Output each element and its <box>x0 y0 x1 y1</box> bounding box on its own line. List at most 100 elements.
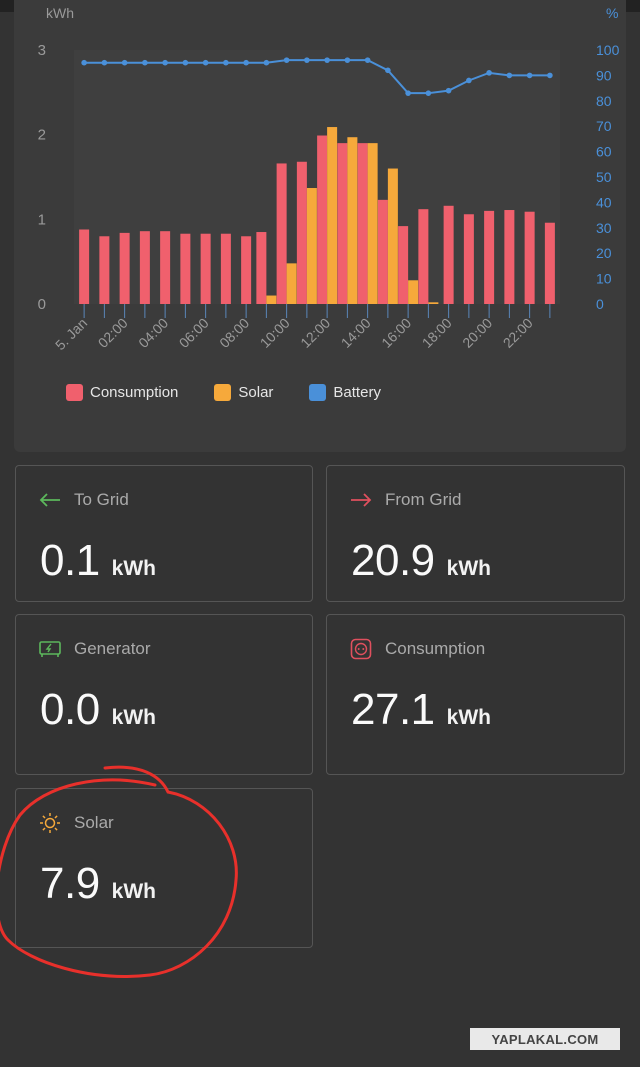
energy-chart-card: kWh% 0 1 2 3 0 10 20 30 40 50 60 70 80 90 100 5. Jan 02:0… <box>14 0 626 452</box>
right-tick-label: 20 <box>596 245 612 261</box>
consumption-bar <box>256 232 267 304</box>
consumption-bar <box>99 236 110 304</box>
legend-swatch-battery <box>309 384 327 401</box>
right-tick-label: 50 <box>596 169 612 185</box>
consumption-bar <box>160 231 171 304</box>
consumption-bar <box>119 232 130 304</box>
legend-label-consumption: Consumption <box>90 384 179 401</box>
legend-label-battery: Battery <box>333 384 381 401</box>
to-grid-card[interactable]: To Grid 0.1 kWh <box>15 465 313 602</box>
consumption-bar <box>463 214 474 304</box>
right-tick-label: 100 <box>596 42 620 58</box>
battery-point <box>81 59 87 66</box>
x-tick-label: 20:00 <box>459 315 495 351</box>
x-tick-label: 10:00 <box>257 315 293 351</box>
left-tick-label: 1 <box>38 211 46 228</box>
legend-solar[interactable]: Solar <box>214 384 273 401</box>
consumption-bar <box>524 211 535 304</box>
battery-point <box>344 57 351 63</box>
battery-point <box>263 59 270 66</box>
generator-value: 0.0 <box>40 685 100 734</box>
right-tick-label: 80 <box>596 93 612 109</box>
legend-label-solar: Solar <box>238 384 274 401</box>
generator-card[interactable]: Generator 0.0 kWh <box>15 614 313 775</box>
x-tick-label: 18:00 <box>419 315 455 351</box>
battery-point <box>405 90 411 96</box>
battery-point <box>364 57 371 63</box>
battery-point <box>547 72 553 79</box>
consumption-bar <box>241 236 252 304</box>
consumption-card[interactable]: Consumption 27.1 kWh <box>326 614 625 775</box>
solar-bar <box>347 137 358 304</box>
battery-point <box>162 59 168 66</box>
battery-point <box>445 87 452 94</box>
battery-point <box>385 67 391 74</box>
plot-area <box>74 50 560 304</box>
left-tick-label: 3 <box>38 42 46 59</box>
solar-bar <box>408 280 419 304</box>
consumption-bar <box>337 143 348 304</box>
solar-unit: kWh <box>111 880 156 903</box>
left-axis-unit: kWh <box>46 5 74 21</box>
x-tick-label: 06:00 <box>176 315 212 351</box>
chart-legend: Consumption Solar Battery <box>66 384 381 401</box>
legend-consumption[interactable]: Consumption <box>66 384 178 401</box>
right-tick-label: 60 <box>596 144 612 160</box>
legend-swatch-solar <box>214 384 232 401</box>
x-tick-label: 08:00 <box>216 315 252 351</box>
battery-point <box>202 59 209 66</box>
battery-point <box>101 59 108 66</box>
battery-point <box>304 57 310 63</box>
from-grid-unit: kWh <box>446 557 491 580</box>
consumption-bar <box>544 222 555 304</box>
x-tick-label: 5. Jan <box>52 315 90 353</box>
solar-bar <box>428 302 439 304</box>
left-tick-label: 0 <box>38 296 46 313</box>
right-tick-label: 70 <box>596 118 612 134</box>
generator-icon <box>38 639 62 659</box>
battery-point <box>121 59 128 66</box>
sun-icon <box>38 813 62 833</box>
x-tick-label: 14:00 <box>338 315 374 351</box>
battery-point <box>425 90 432 96</box>
battery-point <box>182 59 189 66</box>
generator-title: Generator <box>74 639 151 658</box>
x-tick-label: 04:00 <box>135 315 171 351</box>
consumption-bar <box>504 210 515 304</box>
to-grid-value: 0.1 <box>40 536 100 585</box>
right-tick-label: 90 <box>596 67 612 83</box>
battery-point <box>526 72 533 79</box>
right-axis-unit: % <box>606 5 618 21</box>
battery-point <box>283 57 290 63</box>
consumption-bar <box>443 205 454 304</box>
from-grid-value: 20.9 <box>351 536 435 585</box>
consumption-bar <box>139 231 150 304</box>
right-tick-label: 40 <box>596 194 612 210</box>
legend-swatch-consumption <box>66 384 83 401</box>
consumption-bar <box>276 163 287 304</box>
consumption-bar <box>357 143 368 304</box>
watermark: YAPLAKAL.COM <box>470 1028 620 1050</box>
legend-battery[interactable]: Battery <box>309 384 381 401</box>
consumption-bar <box>180 233 191 304</box>
consumption-bar <box>296 161 307 304</box>
battery-point <box>243 59 249 66</box>
from-grid-card[interactable]: From Grid 20.9 kWh <box>326 465 625 602</box>
solar-bar <box>387 168 398 304</box>
consumption-bar <box>377 199 388 304</box>
right-tick-label: 10 <box>596 271 612 287</box>
consumption-title: Consumption <box>385 639 486 658</box>
battery-point <box>142 59 148 66</box>
arrow-right-icon <box>349 490 373 510</box>
right-tick-label: 30 <box>596 220 612 236</box>
solar-bar <box>367 143 378 304</box>
battery-point <box>486 70 492 76</box>
solar-bar <box>266 295 277 304</box>
solar-card[interactable]: Solar 7.9 kWh <box>15 788 313 948</box>
consumption-bar <box>220 233 231 304</box>
solar-bar <box>327 127 338 305</box>
right-tick-label: 0 <box>596 296 604 312</box>
generator-unit: kWh <box>111 706 156 729</box>
battery-point <box>506 72 513 79</box>
